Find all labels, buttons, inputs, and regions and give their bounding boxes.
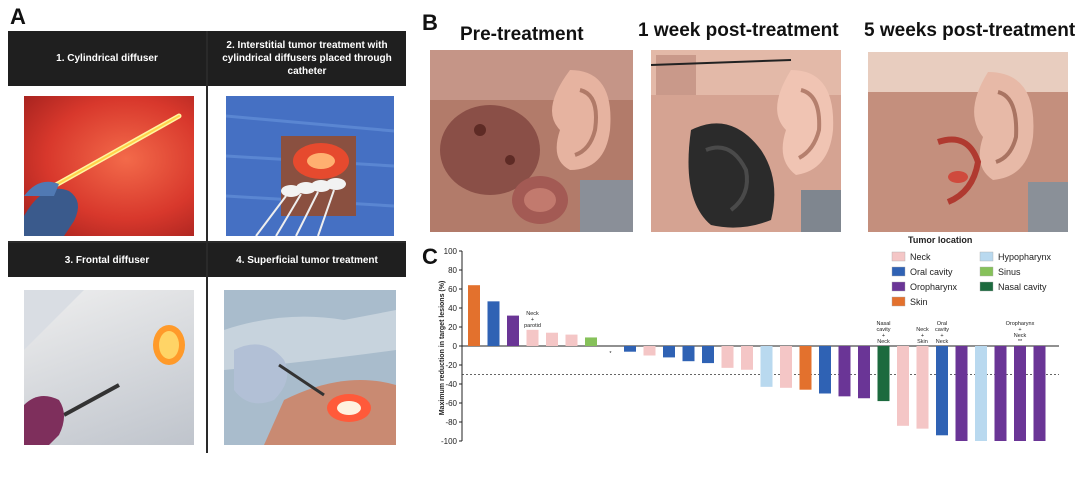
bar: [819, 346, 831, 394]
bar-annotation: Oral cavity + Neck: [935, 321, 949, 345]
bar: [546, 332, 558, 346]
bar: [780, 346, 792, 388]
legend-swatch: [891, 296, 906, 307]
bar: [1033, 346, 1046, 441]
bars: [468, 285, 1046, 441]
y-tick-label: -20: [445, 361, 457, 370]
bar: [994, 346, 1007, 441]
bar: [955, 346, 968, 441]
legend-title: Tumor location: [908, 235, 972, 245]
bar: [721, 346, 734, 368]
five-weeks-post-photo: [868, 52, 1068, 232]
bar: [468, 285, 480, 346]
cell-title: 3. Frontal diffuser: [8, 243, 206, 277]
bar: [585, 337, 597, 346]
cell-interstitial-treatment: 2. Interstitial tumor treatment with cyl…: [208, 31, 406, 241]
bar: [858, 346, 870, 399]
bar: [741, 346, 753, 370]
waterfall-chart: Maximum reduction in target lesions (%) …: [439, 235, 1059, 446]
bar-annotation: Neck + parotid: [524, 311, 541, 329]
legend-swatch: [891, 266, 906, 277]
bar: [643, 346, 656, 356]
bar: [702, 346, 714, 364]
cell-superficial-treatment: 4. Superficial tumor treatment: [208, 243, 406, 453]
y-tick-label: 20: [448, 323, 457, 332]
y-tick-label: -40: [445, 380, 457, 389]
bar: [624, 346, 636, 352]
frontal-diffuser-photo: [24, 290, 194, 445]
bar: [682, 346, 695, 362]
bar-annotations: Neck + parotid * Nasal cavity + Neck Neck + Skin Or…: [524, 311, 1035, 357]
legend-swatch: [979, 266, 994, 277]
one-week-title: 1 week post-treatment: [638, 20, 839, 41]
panel-c-label: C: [422, 244, 438, 269]
panel-b-label: B: [422, 10, 438, 35]
legend-label: Oral cavity: [910, 267, 953, 277]
y-tick-label: -60: [445, 399, 457, 408]
y-tick-label: 80: [448, 266, 457, 275]
bar: [565, 334, 578, 346]
cell-title: 2. Interstitial tumor treatment with cyl…: [208, 31, 406, 86]
cell-title: 4. Superficial tumor treatment: [208, 243, 406, 277]
bar: [877, 346, 890, 402]
bar: [760, 346, 773, 387]
bar-annotation: Oropharynx + Neck **: [1006, 321, 1035, 345]
one-week-post-photo: [651, 50, 841, 232]
legend-label: Hypopharynx: [998, 252, 1052, 262]
y-tick-label: 100: [444, 247, 458, 256]
legend-swatch: [979, 251, 994, 262]
bar: [663, 346, 675, 358]
y-tick-label: 0: [453, 342, 458, 351]
y-tick-label: 40: [448, 304, 457, 313]
bar: [936, 346, 948, 436]
legend-label: Neck: [910, 252, 931, 262]
y-axis-label: Maximum reduction in target lesions (%): [439, 281, 446, 416]
legend-label: Oropharynx: [910, 282, 958, 292]
pre-treatment-photo: [430, 50, 633, 232]
legend-swatch: [891, 281, 906, 292]
bar: [799, 346, 812, 390]
y-tick-label: 60: [448, 285, 457, 294]
bar: [975, 346, 987, 441]
five-weeks-title: 5 weeks post-treatment: [864, 20, 1076, 41]
bar-annotation: Nasal cavity + Neck: [876, 321, 890, 345]
cylindrical-diffuser-photo: [24, 96, 194, 236]
legend-label: Sinus: [998, 267, 1021, 277]
bar: [897, 346, 909, 426]
pre-treatment-title: Pre-treatment: [460, 24, 584, 45]
legend: Tumor location Neck Hypopharynx Oral cavit…: [891, 235, 1052, 307]
y-tick-label: -100: [441, 437, 458, 446]
superficial-treatment-photo: [224, 290, 396, 445]
cell-title: 1. Cylindrical diffuser: [8, 31, 206, 86]
panel-a-grid: 1. Cylindrical diffuser 2. Interstitial …: [8, 31, 406, 453]
bar: [838, 346, 851, 397]
bar: [487, 301, 500, 346]
bar: [507, 315, 519, 346]
legend-swatch: [891, 251, 906, 262]
legend-label: Nasal cavity: [998, 282, 1047, 292]
cell-cylindrical-diffuser: 1. Cylindrical diffuser: [8, 31, 206, 241]
bar: [526, 329, 539, 346]
bar-annotation: Neck + Skin: [916, 327, 929, 345]
interstitial-treatment-photo: [226, 96, 394, 236]
legend-label: Skin: [910, 297, 928, 307]
y-tick-label: -80: [445, 418, 457, 427]
panel-a-label: A: [10, 4, 26, 29]
legend-swatch: [979, 281, 994, 292]
cell-frontal-diffuser: 3. Frontal diffuser: [8, 243, 206, 453]
bar: [1014, 346, 1026, 441]
bar-annotation: *: [609, 351, 612, 357]
bar: [916, 346, 929, 429]
